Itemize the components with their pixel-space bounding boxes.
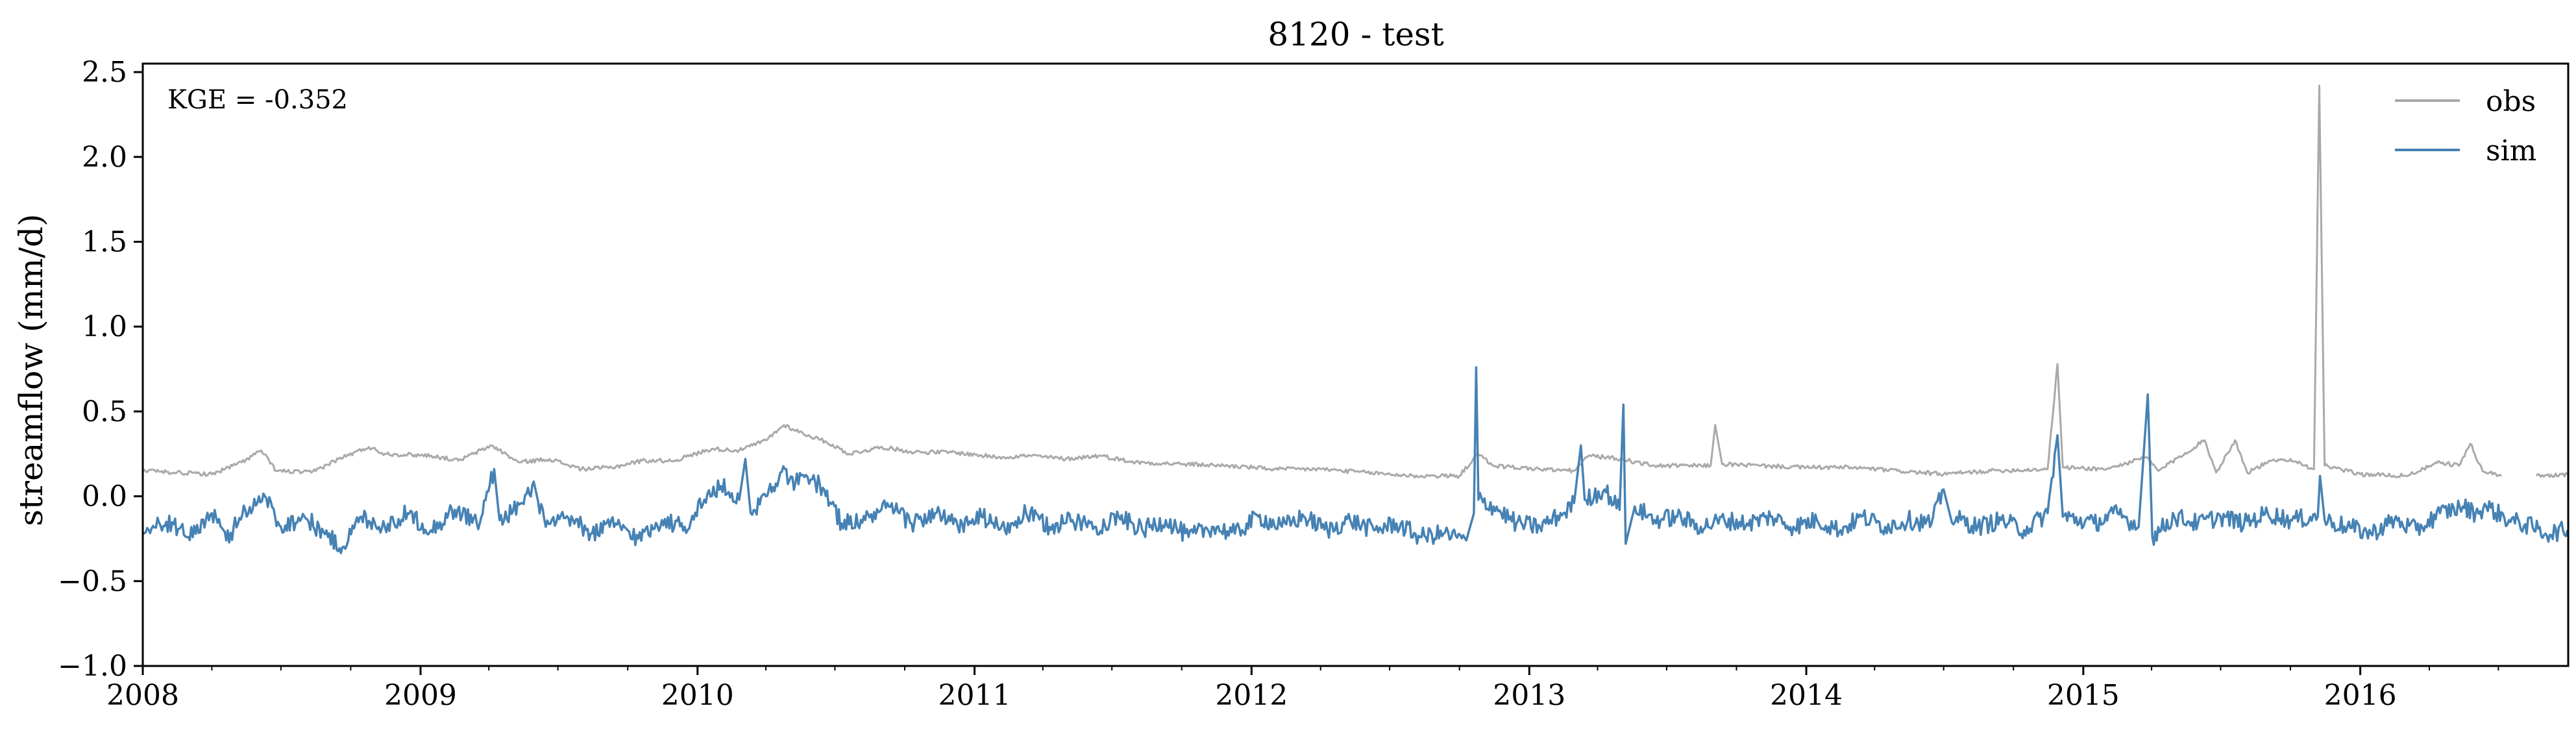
- y-axis-label: streamflow (mm/d): [12, 214, 50, 526]
- series-layer: [143, 84, 2568, 554]
- y-tick-label: 1.0: [82, 310, 127, 343]
- x-tick-label: 2016: [2324, 679, 2397, 712]
- kge-annotation: KGE = -0.352: [167, 85, 348, 115]
- x-tick-label: 2012: [1215, 679, 1288, 712]
- y-tick-label: 1.5: [82, 225, 127, 258]
- series-line-sim: [143, 366, 2568, 554]
- x-tick-label: 2008: [106, 679, 179, 712]
- x-tick-label: 2011: [938, 679, 1011, 712]
- plot-area: [143, 84, 2568, 554]
- series-line-obs: [143, 84, 2568, 479]
- legend-label-sim: sim: [2486, 134, 2536, 167]
- y-axis: −1.0 −0.5 0.0 0.5 1.0 1.5 2.0 2.5: [58, 56, 143, 683]
- chart-title: 8120 - test: [1268, 16, 1443, 53]
- x-tick-label: 2013: [1493, 679, 1565, 712]
- legend-label-obs: obs: [2486, 85, 2536, 118]
- y-tick-label: 2.5: [82, 56, 127, 89]
- x-axis: 2008 2009 2010 2011 2012 2013 2014 2015 2016: [106, 666, 2499, 712]
- x-tick-label: 2010: [661, 679, 734, 712]
- legend: obs sim: [2395, 85, 2536, 167]
- x-tick-label: 2014: [1770, 679, 1843, 712]
- y-tick-label: −1.0: [58, 650, 127, 683]
- y-tick-label: 2.0: [82, 141, 127, 174]
- y-tick-label: 0.5: [82, 395, 127, 428]
- x-tick-label: 2015: [2047, 679, 2120, 712]
- x-tick-label: 2009: [384, 679, 457, 712]
- y-tick-label: 0.0: [82, 480, 127, 513]
- y-tick-label: −0.5: [58, 565, 127, 598]
- plot-frame: [141, 62, 2570, 667]
